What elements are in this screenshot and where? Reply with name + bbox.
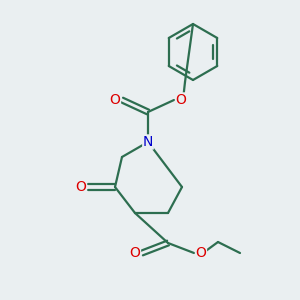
Text: O: O bbox=[176, 93, 186, 107]
Text: O: O bbox=[76, 180, 86, 194]
Text: O: O bbox=[110, 93, 120, 107]
Text: O: O bbox=[130, 246, 140, 260]
Text: N: N bbox=[143, 135, 153, 149]
Text: O: O bbox=[196, 246, 206, 260]
